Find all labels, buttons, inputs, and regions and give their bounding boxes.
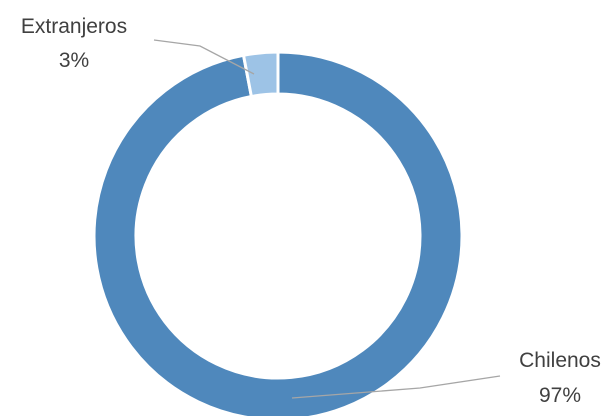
donut-slice-chilenos — [92, 50, 464, 416]
leader-line-extranjeros — [153, 39, 255, 75]
donut-slices — [92, 50, 464, 416]
data-label-extranjeros-pct: 3% — [59, 49, 89, 72]
data-label-chilenos-name: Chilenos — [519, 349, 601, 372]
data-label-extranjeros-name: Extranjeros — [21, 15, 127, 38]
donut-slice-extranjeros — [241, 50, 280, 99]
leader-line-chilenos — [291, 375, 501, 399]
data-label-chilenos-pct: 97% — [539, 384, 581, 407]
